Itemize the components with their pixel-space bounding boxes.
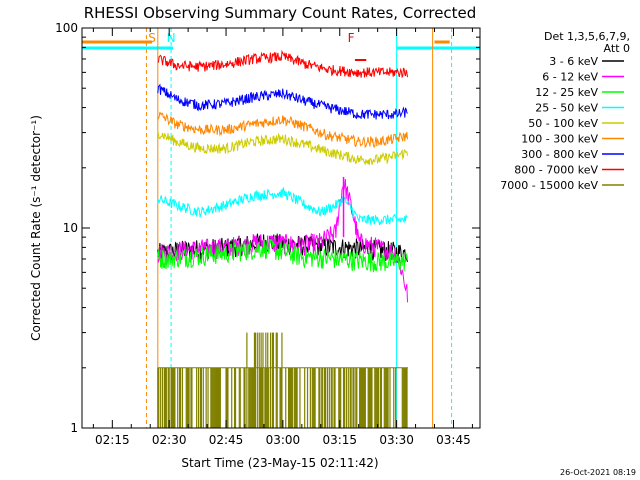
- x-tick-label: 02:30: [152, 433, 187, 447]
- series-line: [157, 130, 408, 166]
- legend-label: 3 - 6 keV: [549, 55, 598, 68]
- series-line: [157, 179, 408, 303]
- legend-label: 6 - 12 keV: [542, 71, 598, 84]
- series-line: [157, 83, 408, 120]
- annotation-f: F: [348, 31, 355, 45]
- series-line: [157, 49, 408, 79]
- legend-header: Det 1,3,5,6,7,9,: [544, 30, 630, 43]
- series-line: [157, 238, 408, 273]
- series-line: [157, 111, 408, 149]
- x-tick-label: 03:30: [379, 433, 414, 447]
- x-axis-label: Start Time (23-May-15 02:11:42): [181, 456, 378, 470]
- annotation-n: N: [167, 31, 176, 45]
- legend: Det 1,3,5,6,7,9,Att 0 3 - 6 keV 6 - 12 keV…: [500, 30, 630, 192]
- y-axis-label: Corrected Count Rate (s⁻¹ detector⁻¹): [29, 115, 43, 341]
- generated-timestamp: 26-Oct-2021 08:19: [560, 468, 636, 477]
- legend-label: 800 - 7000 keV: [514, 164, 598, 177]
- legend-label: 50 - 100 keV: [528, 117, 598, 130]
- x-tick-label: 03:00: [266, 433, 301, 447]
- plot-area: [82, 40, 480, 50]
- annotation-s: S: [148, 31, 156, 45]
- legend-label: 25 - 50 keV: [535, 102, 598, 115]
- legend-header: Att 0: [604, 42, 630, 55]
- y-tick-label: 10: [63, 221, 78, 235]
- series-8: [157, 332, 408, 428]
- series-line: [157, 186, 408, 226]
- legend-label: 300 - 800 keV: [521, 148, 598, 161]
- series-layer: [157, 49, 408, 428]
- legend-label: 12 - 25 keV: [535, 86, 598, 99]
- y-tick-label: 1: [70, 421, 78, 435]
- x-tick-label: 02:45: [209, 433, 244, 447]
- axes: 1 10 100 02:15 02:30 02:45 03:00 03:15 03:30 03:4…: [55, 21, 481, 447]
- x-tick-label: 03:45: [436, 433, 471, 447]
- chart-title: RHESSI Observing Summary Count Rates, Co…: [84, 4, 477, 22]
- y-tick-label: 100: [55, 21, 78, 35]
- legend-label: 100 - 300 keV: [521, 133, 598, 146]
- x-tick-label: 03:15: [322, 433, 357, 447]
- legend-label: 7000 - 15000 keV: [500, 179, 598, 192]
- x-tick-label: 02:15: [95, 433, 130, 447]
